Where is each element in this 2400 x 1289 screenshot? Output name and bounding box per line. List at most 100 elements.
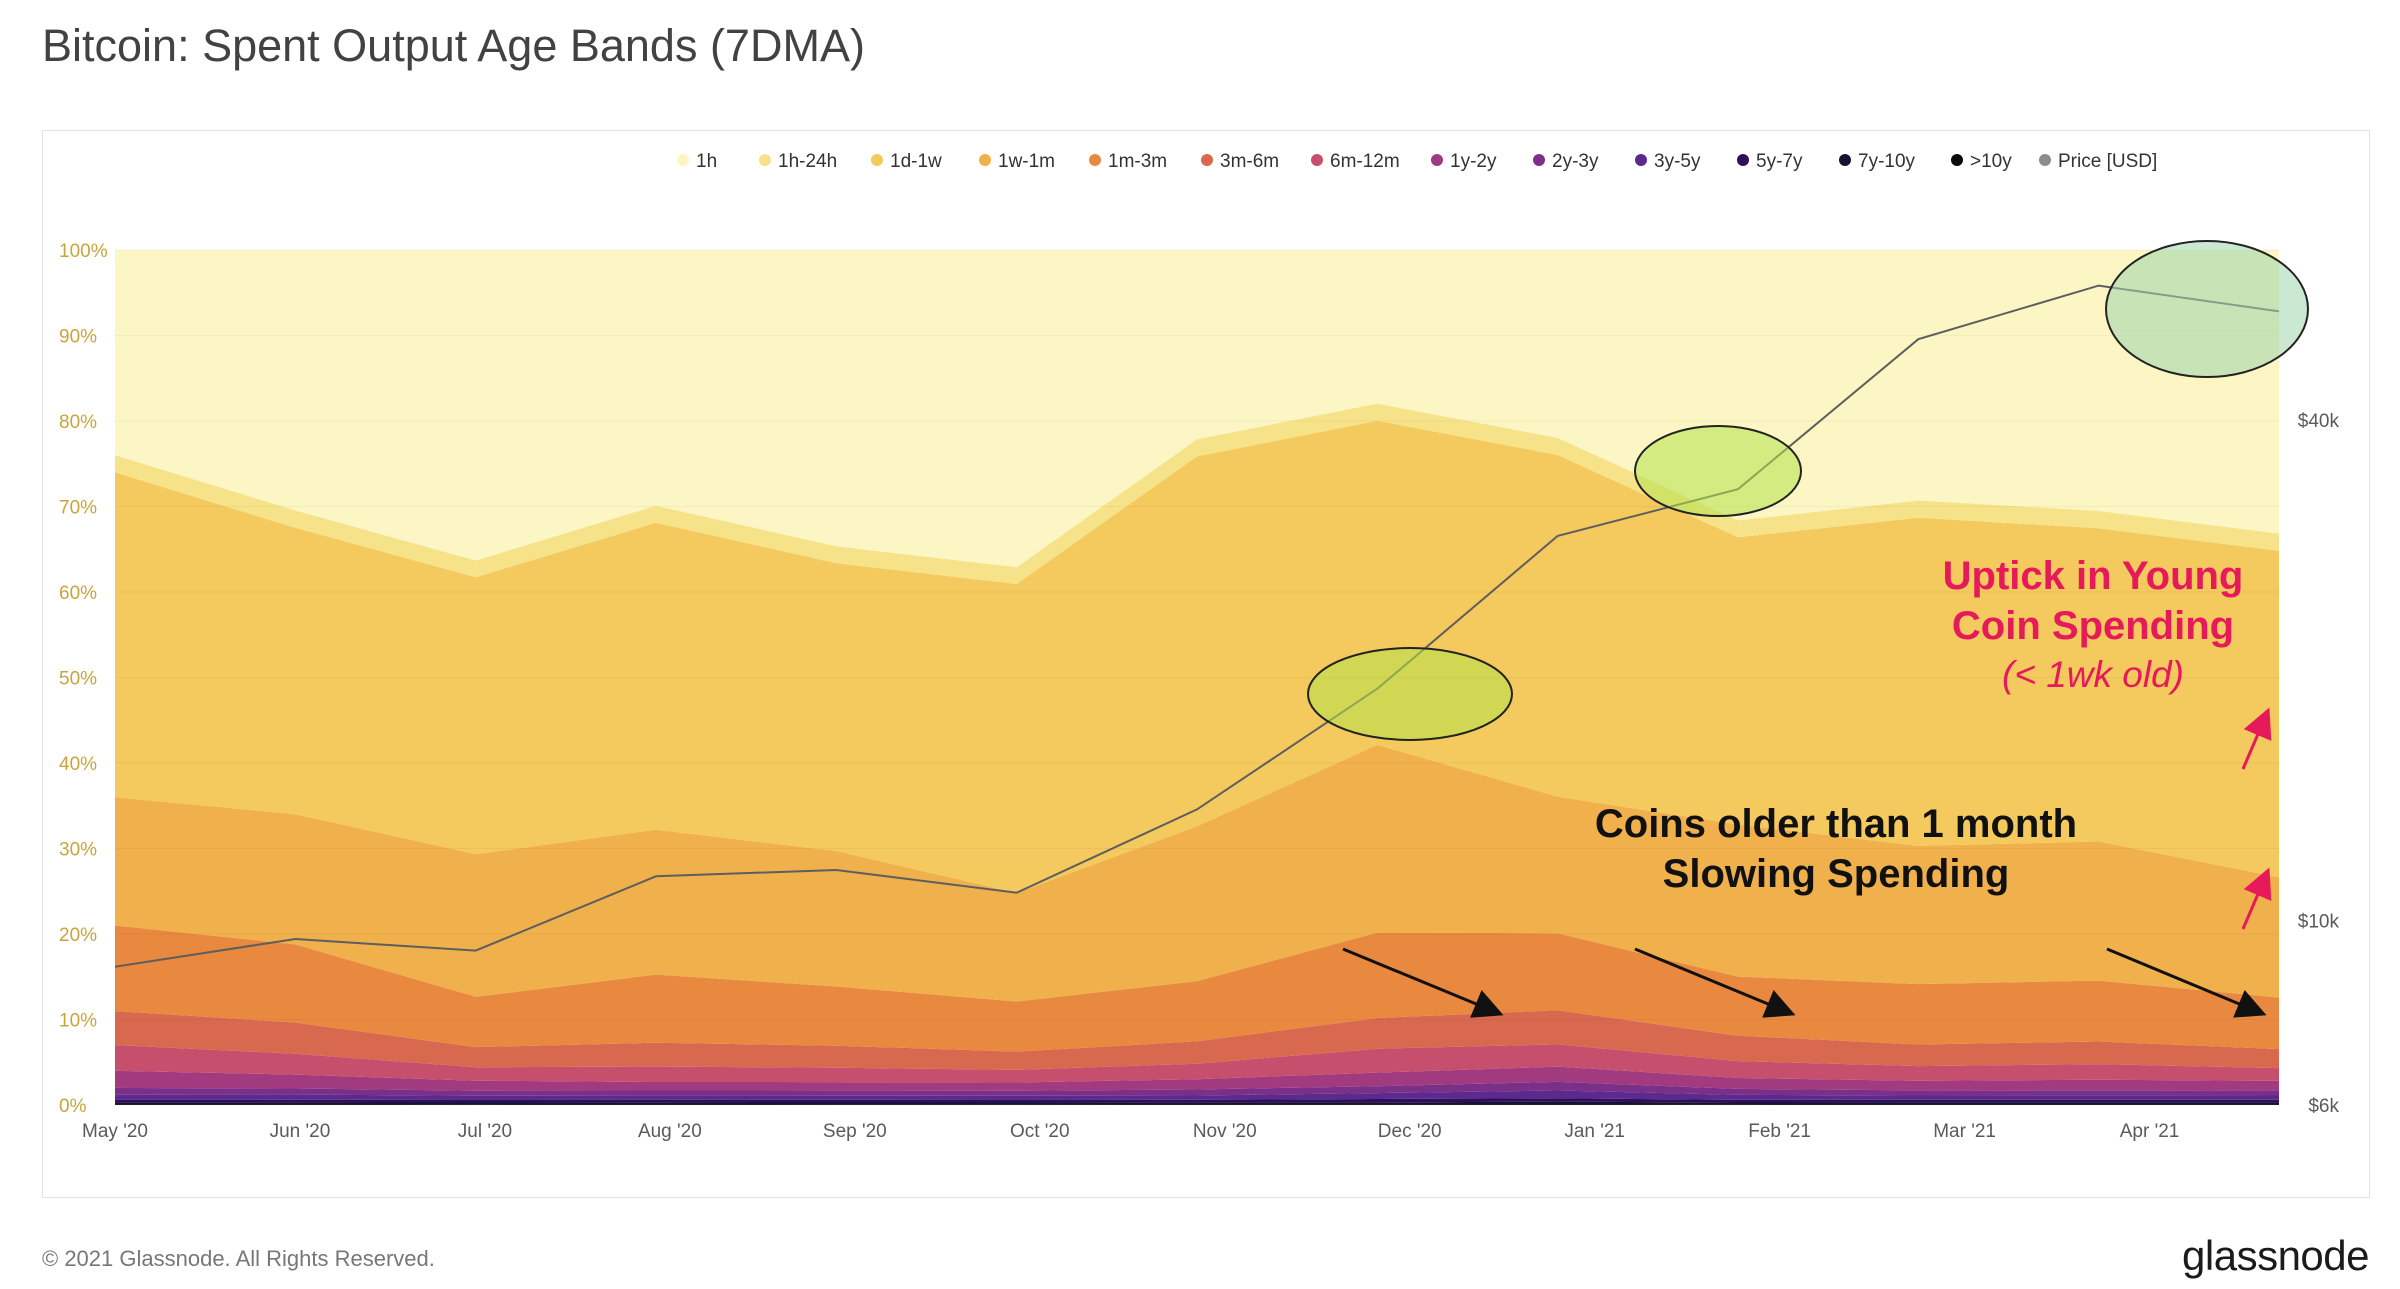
up-arrow bbox=[2241, 867, 2272, 930]
page-title: Bitcoin: Spent Output Age Bands (7DMA) bbox=[42, 20, 865, 71]
area-band bbox=[115, 1081, 2279, 1096]
legend[interactable]: 1h 1h-24h 1d-1w 1w-1m 1m-3m 3m-6m 6m-12m 1y-2y 2… bbox=[677, 151, 2157, 172]
legend-label: 1h-24h bbox=[778, 151, 837, 172]
area-band bbox=[115, 1010, 2279, 1070]
legend-item[interactable]: 3y-5y bbox=[1635, 151, 1701, 172]
chart-frame: 1h 1h-24h 1d-1w 1w-1m 1m-3m 3m-6m 6m-12m 1y-2y 2… bbox=[42, 130, 2370, 1198]
up-arrow bbox=[2241, 707, 2272, 770]
x-axis: May '20 Jun '20 Jul '20 Aug '20 Sep '20 Oct '… bbox=[82, 1121, 2179, 1142]
y-tick-label: 30% bbox=[59, 840, 97, 861]
y-tick-label: 20% bbox=[59, 925, 97, 946]
x-tick-label: Feb '21 bbox=[1748, 1121, 1811, 1142]
highlight-ovals bbox=[1307, 240, 2309, 741]
legend-label: 5y-7y bbox=[1756, 151, 1803, 172]
legend-label: 3y-5y bbox=[1654, 151, 1701, 172]
area-band bbox=[115, 1090, 2279, 1100]
annotation-text: Slowing Spending bbox=[1663, 852, 2010, 896]
area-band bbox=[115, 1098, 2279, 1103]
y-tick-label: 10% bbox=[59, 1011, 97, 1032]
legend-label: 1h bbox=[696, 151, 717, 172]
x-tick-label: May '20 bbox=[82, 1121, 148, 1142]
legend-label: 1d-1w bbox=[890, 151, 942, 172]
area-band bbox=[115, 420, 2279, 893]
x-tick-label: Jan '21 bbox=[1564, 1121, 1625, 1142]
x-tick-label: Sep '20 bbox=[823, 1121, 887, 1142]
area-band bbox=[115, 925, 2279, 1052]
legend-label: 1y-2y bbox=[1450, 151, 1497, 172]
price-series-line bbox=[114, 284, 2280, 968]
area-bands bbox=[115, 250, 2279, 1105]
y2-tick-label: $10k bbox=[2298, 911, 2340, 932]
area-band bbox=[115, 403, 2279, 584]
annotation-text: (< 1wk old) bbox=[2002, 654, 2184, 695]
legend-item[interactable]: 3m-6m bbox=[1201, 151, 1279, 172]
legend-label: 1m-3m bbox=[1108, 151, 1167, 172]
annotation-arrows bbox=[1342, 707, 2272, 1018]
down-arrow bbox=[1342, 947, 1504, 1018]
legend-item[interactable]: 1w-1m bbox=[979, 151, 1055, 172]
chart-svg: 1h 1h-24h 1d-1w 1w-1m 1m-3m 3m-6m 6m-12m 1y-2y 2… bbox=[59, 151, 2340, 1142]
legend-swatch bbox=[759, 154, 771, 166]
legend-label: Price [USD] bbox=[2058, 151, 2157, 172]
y-axis-right: $6k $10k $40k bbox=[2298, 411, 2340, 1117]
y-tick-label: 0% bbox=[59, 1096, 87, 1117]
area-band bbox=[115, 1066, 2279, 1091]
y-tick-label: 50% bbox=[59, 669, 97, 690]
brand-logo: glassnode bbox=[2182, 1232, 2369, 1279]
highlight-oval bbox=[2105, 240, 2309, 378]
legend-swatch bbox=[1533, 154, 1545, 166]
legend-swatch bbox=[871, 154, 883, 166]
copyright: © 2021 Glassnode. All Rights Reserved. bbox=[42, 1246, 435, 1271]
legend-item[interactable]: 2y-3y bbox=[1533, 151, 1599, 172]
x-tick-label: Oct '20 bbox=[1010, 1121, 1070, 1142]
y2-tick-label: $6k bbox=[2308, 1096, 2339, 1117]
legend-item[interactable]: 1y-2y bbox=[1431, 151, 1497, 172]
area-band bbox=[115, 1101, 2279, 1105]
highlight-oval bbox=[1307, 647, 1513, 741]
legend-swatch bbox=[677, 154, 689, 166]
x-tick-label: Mar '21 bbox=[1933, 1121, 1996, 1142]
legend-item[interactable]: 7y-10y bbox=[1839, 151, 1916, 172]
annotation-text: Uptick in Young bbox=[1943, 554, 2244, 598]
legend-item[interactable]: 1m-3m bbox=[1089, 151, 1167, 172]
legend-label: 1w-1m bbox=[998, 151, 1055, 172]
y-tick-label: 70% bbox=[59, 498, 97, 519]
area-band bbox=[115, 744, 2279, 1002]
area-band bbox=[115, 1044, 2279, 1083]
grid-lines bbox=[115, 249, 2279, 1106]
y-tick-label: 90% bbox=[59, 327, 97, 348]
legend-swatch bbox=[1839, 154, 1851, 166]
y-tick-label: 100% bbox=[59, 241, 108, 262]
legend-item[interactable]: 5y-7y bbox=[1737, 151, 1803, 172]
legend-item[interactable]: 1h bbox=[677, 151, 717, 172]
y-tick-label: 80% bbox=[59, 412, 97, 433]
down-arrow bbox=[1634, 947, 1796, 1018]
legend-item[interactable]: 1h-24h bbox=[759, 151, 837, 172]
area-band bbox=[115, 1104, 2279, 1105]
highlight-oval bbox=[1634, 425, 1802, 517]
y2-tick-label: $40k bbox=[2298, 411, 2340, 432]
legend-label: >10y bbox=[1970, 151, 2012, 172]
legend-label: 7y-10y bbox=[1858, 151, 1916, 172]
legend-item[interactable]: Price [USD] bbox=[2039, 151, 2157, 172]
y-axis-left: 0% 10% 20% 30% 40% 50% 60% 70% 80% 90% 100% bbox=[59, 241, 108, 1117]
legend-swatch bbox=[2039, 154, 2051, 166]
legend-swatch bbox=[1951, 154, 1963, 166]
legend-item[interactable]: 6m-12m bbox=[1311, 151, 1400, 172]
legend-item[interactable]: >10y bbox=[1951, 151, 2012, 172]
legend-label: 3m-6m bbox=[1220, 151, 1279, 172]
annotation-text: Coins older than 1 month bbox=[1595, 802, 2077, 846]
down-arrow bbox=[2106, 947, 2267, 1018]
legend-swatch bbox=[1311, 154, 1323, 166]
legend-label: 6m-12m bbox=[1330, 151, 1400, 172]
legend-label: 2y-3y bbox=[1552, 151, 1599, 172]
annotation-text: Coin Spending bbox=[1952, 604, 2234, 648]
x-tick-label: Dec '20 bbox=[1378, 1121, 1442, 1142]
x-tick-label: Jul '20 bbox=[458, 1121, 512, 1142]
legend-swatch bbox=[1431, 154, 1443, 166]
legend-swatch bbox=[1737, 154, 1749, 166]
legend-swatch bbox=[1201, 154, 1213, 166]
x-tick-label: Apr '21 bbox=[2120, 1121, 2180, 1142]
legend-item[interactable]: 1d-1w bbox=[871, 151, 942, 172]
annotations: Uptick in Young Coin Spending (< 1wk old) C… bbox=[1595, 554, 2243, 896]
